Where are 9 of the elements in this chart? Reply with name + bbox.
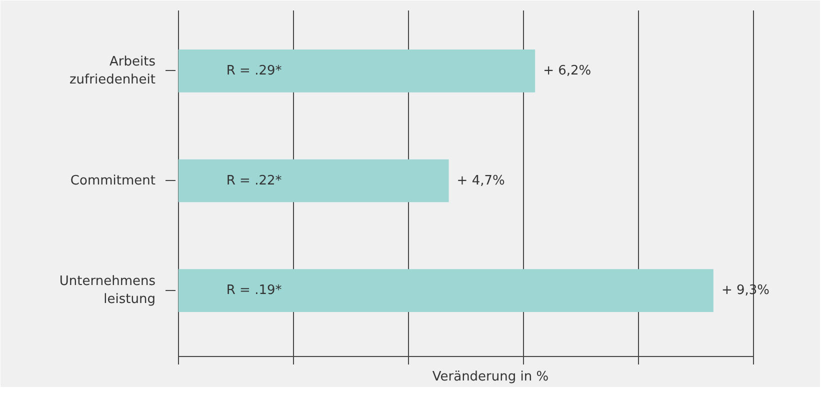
y-tick-label: Unternehmens leistung bbox=[59, 274, 156, 308]
annotation: R = .29* bbox=[226, 63, 282, 78]
data-label: + 6,2% bbox=[543, 63, 592, 78]
annotation: R = .22* bbox=[226, 173, 282, 188]
annotation: R = .19* bbox=[226, 283, 282, 298]
y-tick-label: Arbeits zufriedenheit bbox=[69, 54, 156, 88]
data-label: + 4,7% bbox=[456, 173, 505, 188]
x-axis-title: Veränderung in % bbox=[432, 370, 549, 384]
y-tick-label: Commitment bbox=[70, 173, 156, 188]
